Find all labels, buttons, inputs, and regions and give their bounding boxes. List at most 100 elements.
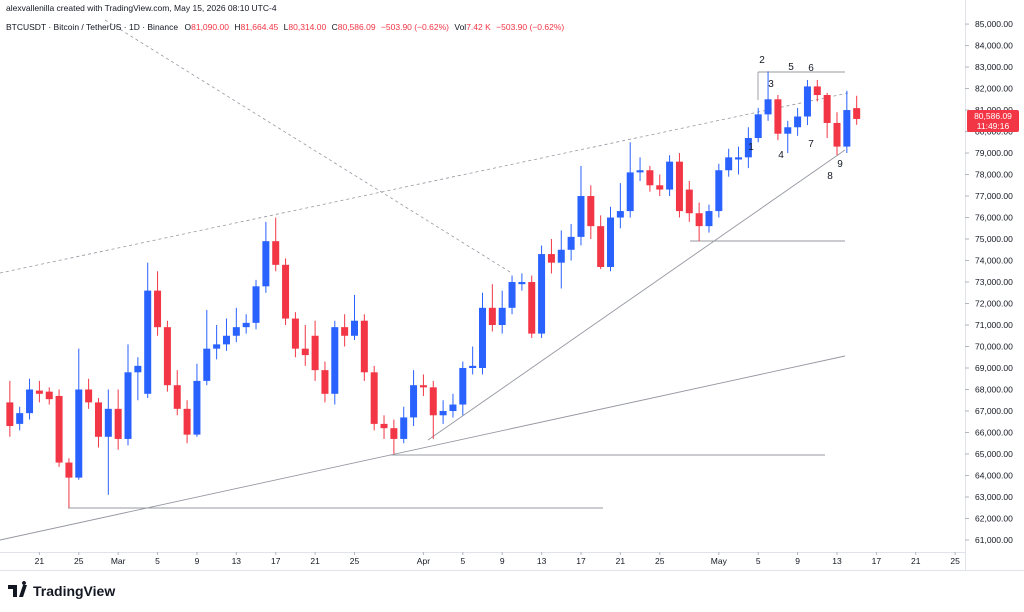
candle-body — [341, 327, 349, 336]
candle-body — [144, 290, 152, 394]
x-tick-label: 17 — [271, 556, 281, 566]
countdown: 11:49:16 — [977, 121, 1010, 131]
candle-body — [419, 385, 427, 388]
candle-body — [55, 395, 63, 463]
candle-body — [370, 372, 378, 424]
x-tick-label: 25 — [655, 556, 665, 566]
candle-body — [65, 462, 73, 478]
candle-body — [656, 185, 664, 190]
candle-body — [469, 365, 477, 368]
candle-body — [498, 307, 506, 326]
y-tick-label: 62,000.00 — [975, 513, 1013, 523]
wave-labels: 1 2 3 4 5 6 7 8 9 — [748, 55, 843, 182]
candle-body — [784, 127, 792, 134]
candle-body — [16, 413, 24, 424]
wave-label: 5 — [788, 62, 794, 73]
legend-value: 81,090.00 — [191, 22, 229, 32]
x-tick-label: 17 — [576, 556, 586, 566]
y-tick-label: 83,000.00 — [975, 62, 1013, 72]
candle-body — [154, 290, 162, 328]
x-tick-label: 9 — [500, 556, 505, 566]
candle-body — [508, 282, 516, 308]
dashed-trend-line — [104, 19, 511, 273]
y-tick-label: 77,000.00 — [975, 191, 1013, 201]
footer-logo: TradingView — [8, 581, 115, 599]
candle-body — [439, 410, 447, 416]
legend-change: −503.90 (−0.62%) — [381, 22, 449, 32]
candle-body — [272, 241, 280, 265]
candle-body — [449, 404, 457, 411]
candle-body — [85, 389, 93, 403]
candle-body — [350, 320, 358, 336]
y-tick-label: 78,000.00 — [975, 170, 1013, 180]
y-tick-label: 61,000.00 — [975, 535, 1013, 545]
x-tick-label: 13 — [232, 556, 242, 566]
y-tick-label: 68,000.00 — [975, 384, 1013, 394]
dashed-trend-line — [0, 92, 849, 274]
wave-label: 2 — [759, 55, 765, 66]
candle-body — [6, 402, 14, 427]
legend-value: 80,314.00 — [288, 22, 326, 32]
candle-body — [232, 327, 240, 336]
candle-body — [94, 402, 102, 437]
x-tick-label: 21 — [911, 556, 921, 566]
candle-body — [301, 348, 309, 356]
x-tick-label: 13 — [832, 556, 842, 566]
trend-line — [0, 355, 846, 541]
candle-body — [291, 318, 299, 349]
candle-body — [813, 86, 821, 96]
candle-body — [764, 99, 772, 115]
candle-body — [695, 213, 703, 227]
candle-body — [744, 138, 752, 158]
axes: 85,000.00 84,000.00 83,000.00 82,000.00 81,0… — [35, 19, 1019, 566]
candle-body — [823, 95, 831, 123]
x-tick-label: 5 — [756, 556, 761, 566]
logo-text: TradingView — [33, 583, 115, 599]
y-tick-label: 85,000.00 — [975, 19, 1013, 29]
candle-body — [754, 114, 762, 138]
candle-body — [666, 161, 674, 190]
candle-body — [262, 241, 270, 287]
candle-body — [183, 408, 191, 435]
legend-key: O — [184, 22, 191, 32]
candle-body — [616, 211, 624, 218]
y-tick-label: 66,000.00 — [975, 427, 1013, 437]
candle-body — [557, 249, 565, 263]
candle-body — [282, 264, 290, 319]
candle-body — [360, 320, 368, 373]
trend-line — [427, 149, 846, 441]
y-tick-label: 65,000.00 — [975, 449, 1013, 459]
x-tick-label: 21 — [35, 556, 45, 566]
candle-body — [518, 282, 526, 285]
candle-body — [35, 390, 43, 394]
candle-body — [577, 196, 585, 237]
candles — [6, 71, 861, 508]
x-tick-label: 25 — [950, 556, 960, 566]
x-tick-label: 5 — [460, 556, 465, 566]
x-tick-label: 21 — [616, 556, 626, 566]
legend-key: H — [234, 22, 240, 32]
candle-body — [794, 116, 802, 128]
attribution: alexvallenilla created with TradingView.… — [6, 3, 277, 13]
candle-body — [705, 211, 713, 227]
candle-body — [134, 365, 142, 373]
candle-body — [242, 322, 250, 328]
y-tick-label: 64,000.00 — [975, 470, 1013, 480]
y-tick-label: 76,000.00 — [975, 213, 1013, 223]
candle-body — [252, 286, 260, 323]
wave-label: 4 — [778, 150, 784, 161]
candle-body — [646, 170, 654, 186]
candle-body — [488, 307, 496, 326]
candle-body — [803, 86, 811, 117]
x-tick-label: 17 — [872, 556, 882, 566]
legend-key: C — [332, 22, 338, 32]
candle-body — [331, 327, 339, 394]
candle-body — [75, 389, 83, 478]
y-tick-label: 71,000.00 — [975, 320, 1013, 330]
candle-body — [774, 99, 782, 134]
legend-symbol: BTCUSDT · Bitcoin / TetherUS · 1D · Bina… — [6, 22, 178, 32]
legend-change: −503.90 (−0.62%) — [496, 22, 564, 32]
candle-body — [725, 157, 733, 171]
legend: BTCUSDT · Bitcoin / TetherUS · 1D · Bina… — [6, 22, 564, 32]
